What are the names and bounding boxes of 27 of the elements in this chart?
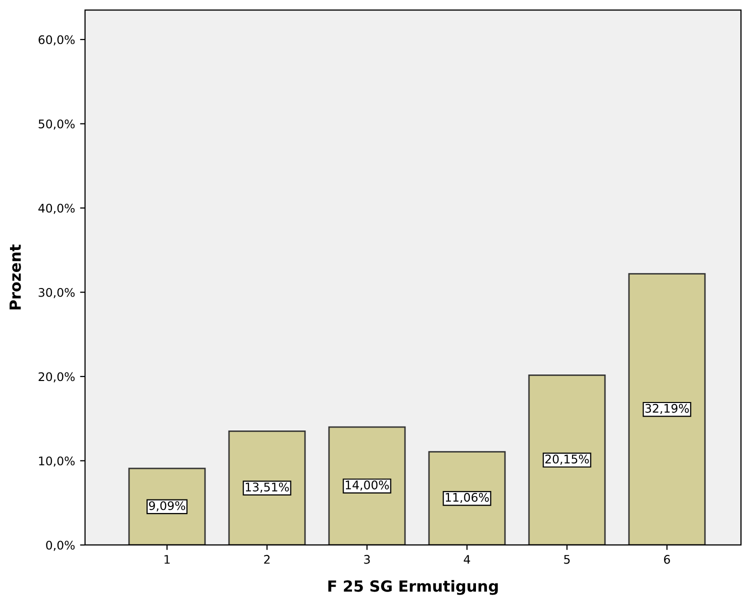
y-axis-title: Prozent [10, 244, 21, 310]
y-tick-label: 10,0% [39, 456, 75, 467]
x-tick-label: 5 [564, 555, 570, 564]
y-tick-label: 50,0% [38, 119, 75, 130]
bar [228, 430, 306, 545]
x-tick-label: 6 [664, 554, 670, 564]
y-tick-label: 40,0% [38, 204, 75, 214]
data-label: 14,00% [346, 480, 389, 491]
x-tick-label: 4 [464, 555, 470, 564]
x-tick-label: 1 [164, 555, 170, 564]
data-label: 11,06% [446, 492, 489, 504]
x-axis-title: F 25 SG Ermutigung [328, 580, 498, 595]
y-tick-label: 20,0% [38, 372, 75, 382]
y-tick-label: 0,0% [46, 540, 75, 551]
bar [528, 374, 606, 545]
bar [628, 273, 706, 545]
data-label: 13,51% [246, 482, 289, 493]
bar [128, 468, 206, 545]
data-label: 20,15% [545, 454, 589, 465]
bar [328, 426, 406, 545]
x-tick-label: 3 [364, 554, 370, 564]
data-label: 32,19% [645, 404, 689, 414]
y-tick-label: 30,0% [38, 288, 75, 298]
y-tick-label: 60,0% [38, 35, 75, 46]
x-tick-label: 2 [264, 554, 270, 564]
data-label: 9,09% [149, 501, 186, 512]
bar [428, 451, 506, 545]
